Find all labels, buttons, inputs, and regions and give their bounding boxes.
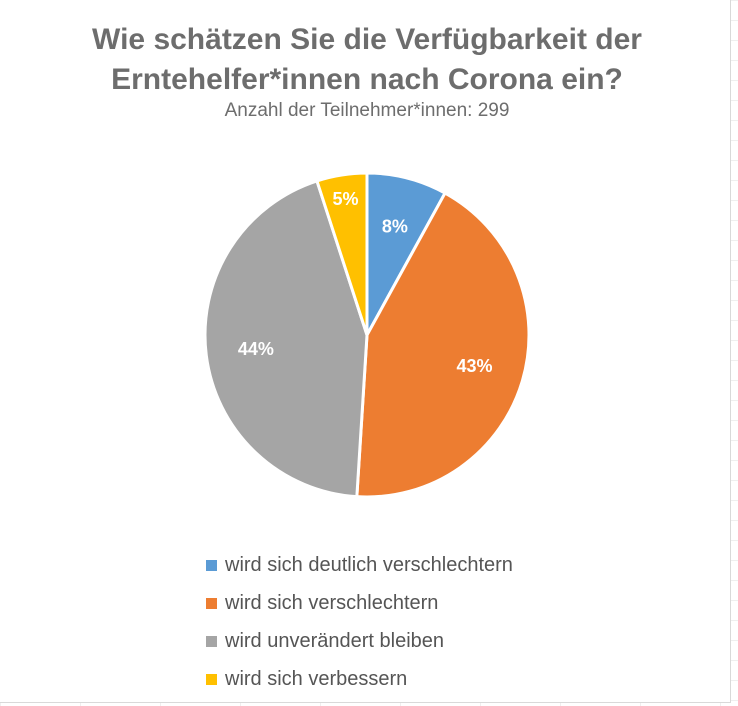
chart-legend: wird sich deutlich verschlechtern wird si… (206, 546, 513, 698)
legend-item-2: wird sich verschlechtern (206, 584, 513, 622)
legend-swatch-3 (206, 635, 217, 647)
legend-item-4: wird sich verbessern (206, 660, 513, 698)
legend-swatch-2 (206, 597, 217, 609)
chart-subtitle: Anzahl der Teilnehmer*innen: 299 (224, 100, 510, 121)
pie-slice-2[interactable] (355, 191, 531, 499)
chart-title: Wie schätzen Sie die Verfügbarkeit der E… (0, 20, 734, 100)
data-label-2: 43% (457, 356, 493, 376)
data-label-1: 8% (382, 217, 408, 237)
data-label-4: 5% (332, 189, 358, 209)
legend-item-3: wird unverändert bleiben (206, 622, 513, 660)
legend-swatch-1 (206, 559, 217, 571)
pie-slice-4[interactable] (315, 171, 369, 337)
legend-item-1: wird sich deutlich verschlechtern (206, 546, 513, 584)
legend-label-4: wird sich verbessern (225, 667, 408, 690)
legend-label-3: wird unverändert bleiben (225, 629, 445, 652)
legend-label-2: wird sich verschlechtern (225, 591, 439, 614)
legend-swatch-4 (206, 673, 217, 685)
chart-title-line-2: Erntehelfer*innen nach Corona ein? (111, 63, 623, 96)
legend-label-1: wird sich deutlich verschlechtern (225, 553, 513, 576)
chart-title-line-1: Wie schätzen Sie die Verfügbarkeit der (92, 23, 642, 56)
pie-slice-3[interactable] (203, 179, 369, 499)
data-label-3: 44% (238, 339, 274, 359)
